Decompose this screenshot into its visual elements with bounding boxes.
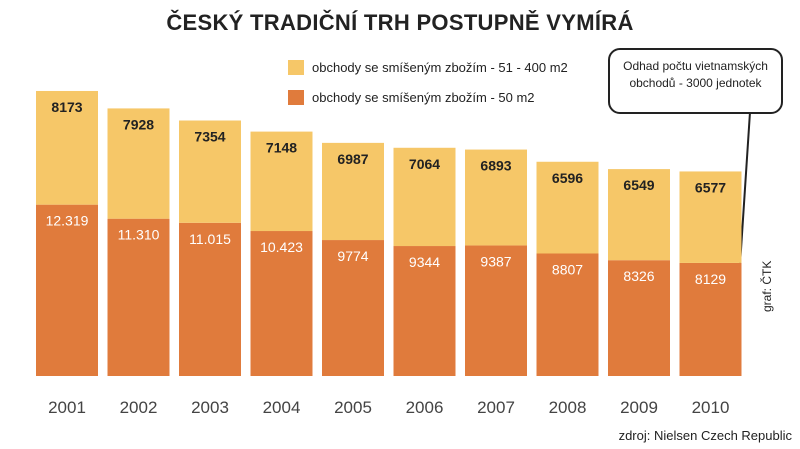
legend-swatch-large-shops: [288, 60, 304, 75]
source-note: zdroj: Nielsen Czech Republic: [618, 428, 792, 443]
x-tick-label: 2008: [549, 398, 587, 417]
bar-segment-small-shops: [322, 240, 384, 376]
bar-segment-large-shops: [536, 161, 599, 254]
data-label-large-shops: 6987: [337, 151, 368, 167]
data-label-small-shops: 11.310: [118, 227, 160, 243]
x-tick-label: 2009: [620, 398, 658, 417]
x-tick-label: 2010: [692, 398, 730, 417]
x-tick-label: 2002: [120, 398, 158, 417]
bar-segment-large-shops: [322, 142, 384, 241]
x-tick-label: 2007: [477, 398, 515, 417]
bar-segment-small-shops: [36, 204, 98, 376]
data-label-large-shops: 7354: [194, 129, 225, 145]
data-label-large-shops: 7148: [266, 140, 297, 156]
bar-segment-large-shops: [179, 120, 241, 223]
chart-title: ČESKÝ TRADIČNÍ TRH POSTUPNĚ VYMÍRÁ: [166, 10, 634, 35]
bar-segment-small-shops: [679, 262, 742, 376]
data-label-small-shops: 9387: [480, 253, 511, 269]
data-label-large-shops: 6577: [695, 179, 726, 195]
bar-segment-small-shops: [107, 218, 170, 376]
bar-segment-small-shops: [250, 231, 313, 376]
bar-segment-small-shops: [179, 222, 241, 376]
data-label-large-shops: 8173: [51, 99, 82, 115]
x-tick-label: 2003: [191, 398, 229, 417]
bar-segment-small-shops: [465, 245, 527, 376]
bar-segment-large-shops: [465, 149, 527, 246]
x-tick-label: 2001: [48, 398, 86, 417]
bar-segment-large-shops: [36, 90, 98, 205]
data-label-small-shops: 9774: [337, 248, 368, 264]
bar-segment-large-shops: [107, 108, 170, 219]
bar-segment-large-shops: [608, 169, 670, 261]
data-label-small-shops: 10.423: [260, 239, 303, 255]
bar-segment-large-shops: [250, 131, 313, 232]
data-label-large-shops: 7064: [409, 156, 440, 172]
legend-item-small-shops: obchody se smíšeným zbožím - 50 m2: [288, 90, 535, 105]
data-label-large-shops: 6893: [480, 158, 511, 174]
x-tick-label: 2005: [334, 398, 372, 417]
bar-segment-small-shops: [536, 253, 599, 376]
data-label-small-shops: 8129: [695, 271, 726, 287]
data-label-small-shops: 8326: [623, 268, 654, 284]
data-label-small-shops: 8807: [552, 262, 583, 278]
annotation-callout: Odhad počtu vietnamských obchodů - 3000 …: [608, 48, 783, 114]
legend-label-large-shops: obchody se smíšeným zbožím - 51 - 400 m2: [312, 60, 568, 75]
bar-segment-large-shops: [679, 171, 742, 263]
legend-swatch-small-shops: [288, 90, 304, 105]
data-label-large-shops: 6596: [552, 170, 583, 186]
data-label-small-shops: 12.319: [46, 213, 89, 229]
data-label-large-shops: 6549: [623, 177, 654, 193]
bar-segment-small-shops: [393, 246, 456, 376]
data-label-small-shops: 9344: [409, 254, 440, 270]
bar-segment-small-shops: [608, 260, 670, 376]
x-tick-label: 2006: [406, 398, 444, 417]
legend-label-small-shops: obchody se smíšeným zbožím - 50 m2: [312, 90, 535, 105]
legend-item-large-shops: obchody se smíšeným zbožím - 51 - 400 m2: [288, 60, 568, 75]
x-tick-label: 2004: [263, 398, 301, 417]
data-label-small-shops: 11.015: [189, 231, 231, 247]
graph-credit: graf: ČTK: [760, 260, 774, 312]
data-label-large-shops: 7928: [123, 116, 154, 132]
bar-segment-large-shops: [393, 147, 456, 247]
